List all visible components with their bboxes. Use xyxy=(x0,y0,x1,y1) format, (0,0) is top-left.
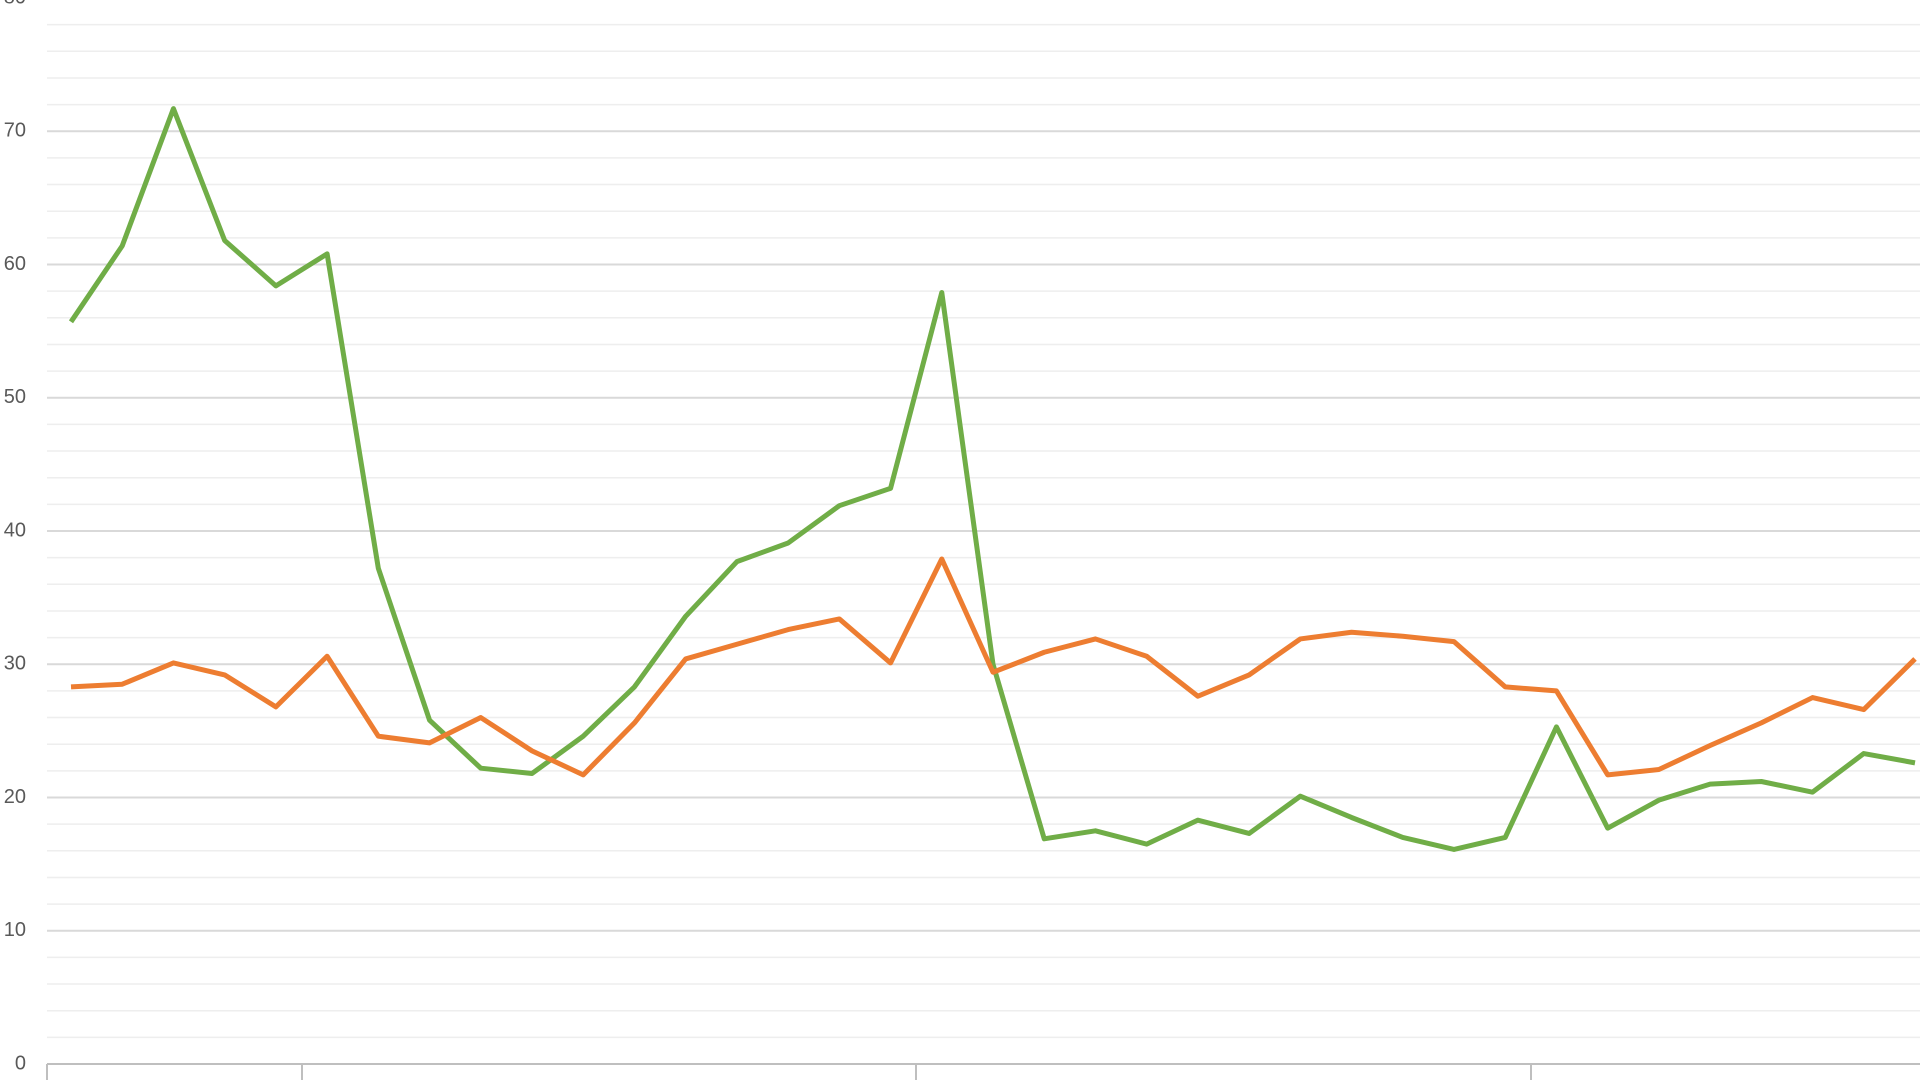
series-line xyxy=(70,556,1917,778)
y-tick-label: 40 xyxy=(4,519,26,541)
y-tick-label: 70 xyxy=(4,120,26,142)
y-tick-label: 60 xyxy=(4,253,26,275)
y-tick-label: 10 xyxy=(4,919,26,941)
y-tick-label: 30 xyxy=(4,653,26,675)
y-tick-label: 0 xyxy=(15,1052,26,1074)
y-tick-label: 50 xyxy=(4,386,26,408)
y-tick-label: 20 xyxy=(4,786,26,808)
series-line xyxy=(68,106,1916,852)
y-tick-label: 80 xyxy=(4,0,26,8)
